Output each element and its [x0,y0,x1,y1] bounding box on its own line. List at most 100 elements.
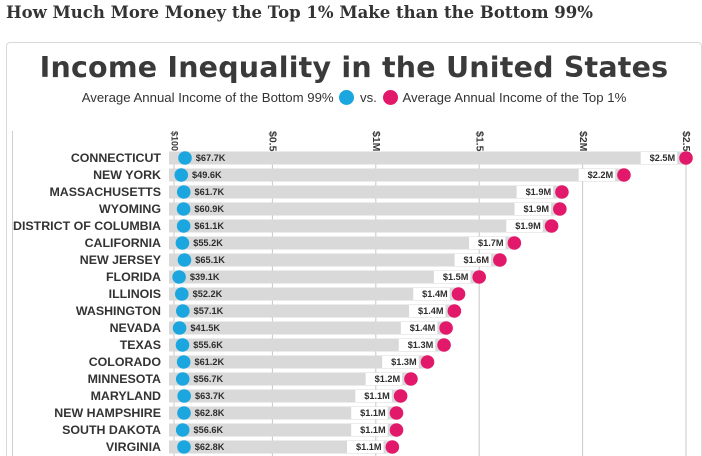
top1-dot [553,202,567,216]
top1-value-label-bg [578,169,616,181]
top1-value-label-bg [413,288,450,300]
top1-value-label-bg [400,322,438,334]
gap-bar [169,440,393,454]
data-row: ILLINOIS $52.2K $1.4M [109,287,466,301]
top1-dot [493,253,507,267]
bottom99-value-label: $61.1K [194,221,224,231]
state-label: NEW YORK [93,168,161,182]
state-label: SOUTH DAKOTA [62,423,161,437]
top1-value-label-bg [365,373,403,385]
bottom99-dot [175,423,190,437]
bottom99-value-label: $49.6K [192,170,222,180]
bottom99-value-label: $61.2K [194,357,224,367]
data-row: NEW YORK $49.6K $2.2M [93,168,631,182]
infographic: $100K $0.5M $1M $1.5M $2M $2.5M CONNECTICUT $6… [6,42,702,456]
top1-value-label: $2.2M [588,170,614,180]
data-row: CONNECTICUT $67.7K $2.5M [71,151,693,165]
top1-dot [389,423,404,437]
state-label: DISTRICT OF COLUMBIA [13,219,161,233]
gap-bar [169,236,515,250]
top1-value-label: $1.6M [464,255,490,265]
top1-value-label-bg [351,424,388,436]
data-row: MINNESOTA $56.7K $1.2M [88,372,418,386]
data-row: CALIFORNIA $55.2K $1.7M [85,236,522,250]
top1-dot [420,355,435,369]
top1-value-label-bg [433,271,471,283]
top1-dot [544,219,559,233]
bottom99-dot [175,236,190,250]
x-tick-label: $1M [370,131,382,152]
top1-dot [437,338,451,352]
data-row: WYOMING $60.9K $1.9M [99,202,567,216]
legend: Average Annual Income of the Bottom 99% … [7,90,701,105]
state-label: CONNECTICUT [71,151,162,165]
gap-bar [169,321,447,335]
data-row: VIRGINIA $62.8K $1.1M [106,440,400,454]
bottom99-value-label: $57.1K [194,306,224,316]
chart-canvas: $100K $0.5M $1M $1.5M $2M $2.5M CONNECTICUT $6… [12,131,693,456]
top1-dot [472,270,487,284]
top1-value-label-bg [409,305,446,317]
top1-value-label-bg [347,441,384,453]
top1-value-label-bg [640,152,678,164]
gap-bar [169,151,686,165]
top1-dot [393,389,408,403]
top1-value-label-bg [516,186,554,198]
bottom99-value-label: $41.5K [190,323,220,333]
bottom99-dot [176,304,190,318]
bottom99-value-label: $39.1K [190,272,220,282]
gap-bar [169,219,552,233]
bottom99-dot [176,355,191,369]
top1-value-label-bg [469,237,506,249]
top1-value-label: $1.1M [360,408,386,418]
state-label: NEVADA [110,321,161,335]
bottom99-value-label: $61.7K [195,187,225,197]
top1-value-label: $2.5M [650,153,676,163]
bottom99-value-label: $62.8K [195,442,225,452]
top1-dot [507,236,522,250]
data-row: NEW JERSEY $65.1K $1.6M [80,253,507,267]
state-label: VIRGINIA [106,440,161,454]
x-tick-label: $2M [577,131,589,152]
state-label: WYOMING [99,202,161,216]
bottom99-dot [176,219,191,233]
bottom99-value-label: $55.6K [193,340,223,350]
bottom99-dot [177,440,191,454]
bottom99-value-label: $60.9K [194,204,224,214]
bottom99-dot [176,185,191,199]
data-row: MASSACHUSETTS $61.7K $1.9M [49,185,569,199]
state-label: FLORIDA [106,270,161,284]
top1-value-label-bg [355,390,392,402]
gap-bar [169,423,397,437]
bottom99-dot [174,287,189,301]
bottom99-dot [177,253,192,267]
bottom99-dot [174,168,189,182]
x-tick-label: $100K [170,131,180,158]
top1-value-label: $1.9M [515,221,541,231]
bottom99-value-label: $67.7K [196,153,226,163]
bottom99-dot [177,406,191,420]
legend-bottom99-swatch [339,90,355,105]
data-row: WASHINGTON $57.1K $1.4M [76,304,462,318]
gap-bar [169,372,411,386]
top1-value-label-bg [454,254,492,266]
bottom99-dot [175,372,190,386]
top1-value-label-bg [514,203,552,215]
bottom99-dot [176,202,191,216]
data-row: NEVADA $41.5K $1.4M [110,321,453,335]
bottom99-value-label: $55.2K [193,238,223,248]
top1-dot [404,372,418,386]
article-title: How Much More Money the Top 1% Make than… [6,3,593,22]
state-label: TEXAS [120,338,161,352]
top1-value-label-bg [506,220,543,232]
top1-value-label: $1.4M [410,323,436,333]
state-label: MARYLAND [91,389,161,403]
data-row: SOUTH DAKOTA $56.6K $1.1M [62,423,404,437]
gap-bar [169,185,562,199]
state-label: MINNESOTA [88,372,161,386]
top1-value-label: $1.9M [524,204,550,214]
bottom99-dot [175,338,190,352]
bottom99-value-label: $56.7K [194,374,224,384]
gap-bar [169,304,455,318]
top1-dot [679,151,693,165]
